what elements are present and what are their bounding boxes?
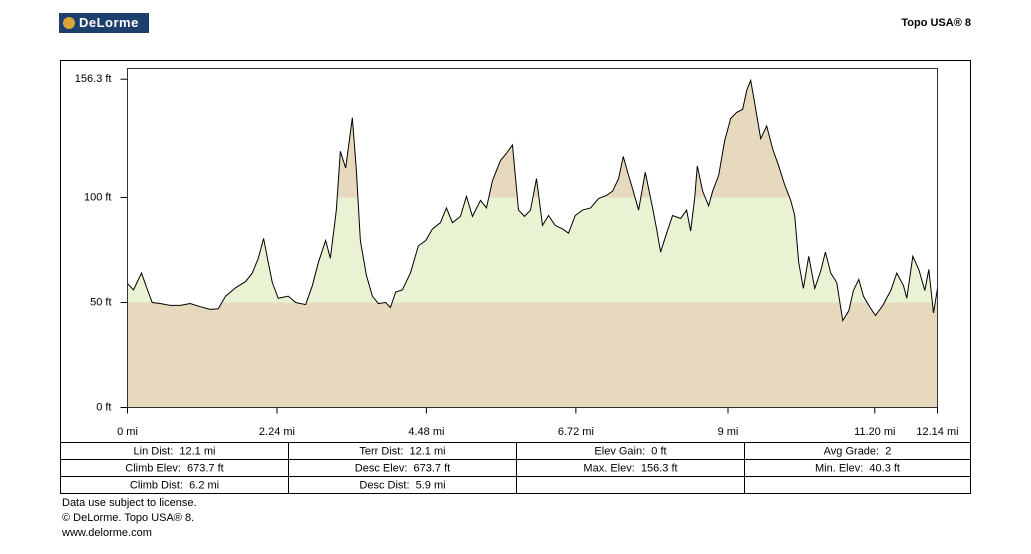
stat-cell: Terr Dist: 12.1 mi xyxy=(359,445,445,457)
x-tick-label: 6.72 mi xyxy=(558,426,594,438)
stats-table: Lin Dist: 12.1 mi Terr Dist: 12.1 mi Elev … xyxy=(60,442,971,494)
x-tick-label: 4.48 mi xyxy=(408,426,444,438)
footer-line: Data use subject to license. xyxy=(62,497,197,509)
product-name: Topo USA® 8 xyxy=(901,17,971,29)
y-tick-label: 100 ft xyxy=(84,191,112,203)
y-tick-label: 50 ft xyxy=(90,296,111,308)
x-tick-label: 0 mi xyxy=(117,426,138,438)
y-tick-label: 156.3 ft xyxy=(75,73,112,85)
area-bands xyxy=(127,80,938,408)
stat-cell: Lin Dist: 12.1 mi xyxy=(134,445,216,457)
x-tick-label: 11.20 mi xyxy=(854,426,895,438)
elevation-band xyxy=(127,197,938,303)
logo-globe xyxy=(63,17,75,29)
plot-frame xyxy=(127,68,938,408)
stat-cell: Max. Elev: 156.3 ft xyxy=(583,462,677,474)
elevation-line xyxy=(127,78,938,322)
footer-line: www.delorme.com xyxy=(61,527,152,539)
logo-box xyxy=(59,13,149,33)
y-tick-label: 0 ft xyxy=(96,401,111,413)
footer-line: © DeLorme. Topo USA® 8. xyxy=(62,512,194,524)
elevation-band xyxy=(127,80,938,198)
elevation-band xyxy=(127,302,938,408)
stat-cell: Desc Elev: 673.7 ft xyxy=(355,462,450,474)
x-tick-label: 2.24 mi xyxy=(259,426,295,438)
table-border xyxy=(60,442,971,494)
stat-cell: Avg Grade: 2 xyxy=(824,445,892,457)
logo: DeLorme xyxy=(79,15,139,30)
stat-cell: Elev Gain: 0 ft xyxy=(594,445,666,457)
stat-cell: Min. Elev: 40.3 ft xyxy=(815,462,900,474)
x-tick-label: 12.14 mi xyxy=(916,426,958,438)
stat-cell: Climb Dist: 6.2 mi xyxy=(130,479,219,491)
stat-cell: Desc Dist: 5.9 mi xyxy=(359,479,445,491)
stat-cell: Climb Elev: 673.7 ft xyxy=(125,462,223,474)
x-tick-label: 9 mi xyxy=(718,426,739,438)
